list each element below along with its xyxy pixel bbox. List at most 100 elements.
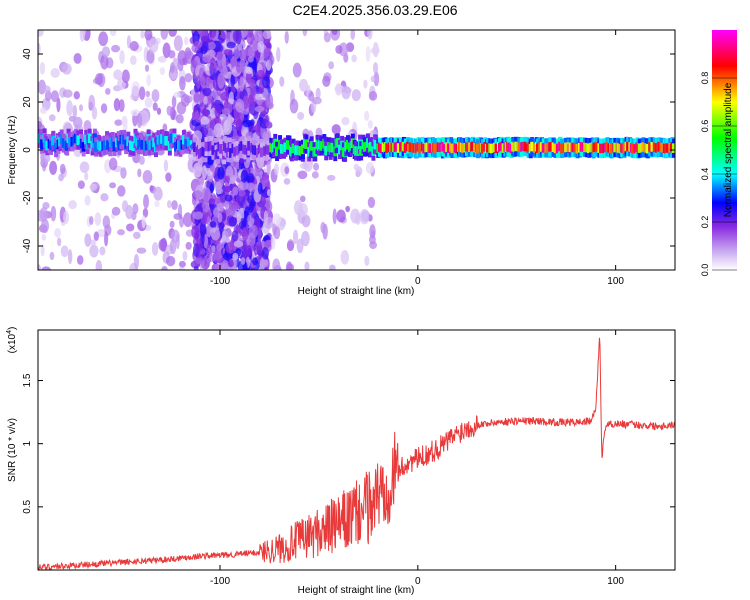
heatmap-cell	[324, 145, 329, 156]
heatmap-cell	[350, 30, 356, 40]
heatmap-cell	[48, 140, 53, 151]
heatmap-cell	[259, 258, 269, 268]
heatmap-cell	[560, 143, 565, 154]
heatmap-cell	[299, 195, 306, 203]
heatmap-cell	[178, 142, 183, 152]
heatmap-cell	[159, 67, 166, 76]
heatmap-cell	[203, 95, 208, 105]
heatmap-cell	[198, 241, 203, 251]
heatmap-cell	[298, 146, 303, 156]
snr-line-series	[38, 337, 675, 570]
heatmap-cell	[100, 103, 108, 114]
heatmap-cell	[592, 142, 597, 153]
snr-ylabel: SNR (10 * v/v)	[7, 418, 18, 482]
heatmap-cell	[364, 110, 370, 121]
heatmap-cell	[203, 190, 209, 203]
heatmap-cell	[148, 140, 153, 150]
heatmap-cell	[284, 166, 290, 175]
heatmap-cell	[104, 231, 109, 247]
heatmap-cell	[263, 210, 268, 226]
heatmap-cell	[68, 200, 77, 210]
heatmap-cell	[175, 114, 184, 124]
heatmap-cell	[256, 69, 266, 81]
heatmap-cell	[200, 35, 210, 44]
heatmap-cell	[39, 207, 49, 222]
heatmap-cell	[96, 229, 107, 238]
heatmap-cell	[263, 48, 270, 61]
heatmap-cell	[160, 237, 168, 252]
heatmap-cell	[302, 30, 308, 37]
heatmap-cell	[246, 182, 255, 192]
heatmap-cell	[494, 143, 499, 154]
heatmap-cell	[292, 229, 299, 245]
heatmap-cell	[54, 227, 62, 238]
heatmap-cell	[301, 214, 311, 228]
heatmap-cell	[68, 115, 76, 122]
heatmap-cell	[261, 76, 271, 89]
heatmap-cell	[461, 143, 466, 153]
heatmap-cell	[171, 95, 177, 108]
heatmap-cell	[216, 202, 224, 212]
heatmap-cell	[373, 62, 379, 74]
heatmap-cell	[50, 90, 59, 103]
heatmap-cell	[373, 139, 378, 150]
heatmap-cell	[128, 140, 133, 151]
heatmap-cell	[49, 251, 55, 261]
heatmap-cell	[129, 93, 140, 101]
spectrogram-ytick-label: 20	[22, 96, 33, 108]
heatmap-cells	[38, 30, 675, 270]
heatmap-cell	[210, 227, 221, 241]
heatmap-cell	[207, 141, 212, 152]
heatmap-cell	[196, 75, 201, 90]
heatmap-cell	[66, 100, 73, 116]
heatmap-cell	[195, 257, 204, 265]
heatmap-cell	[146, 74, 151, 87]
heatmap-cell	[179, 216, 184, 228]
heatmap-cell	[370, 47, 380, 55]
heatmap-cell	[218, 221, 225, 230]
heatmap-cell	[418, 143, 423, 153]
heatmap-cell	[351, 89, 361, 102]
heatmap-cell	[626, 141, 631, 152]
heatmap-cell	[94, 142, 99, 152]
heatmap-cell	[166, 255, 176, 267]
heatmap-cell	[223, 185, 232, 193]
heatmap-cell	[291, 143, 296, 154]
heatmap-cell	[42, 85, 51, 93]
heatmap-cell	[297, 170, 308, 180]
colorbar: 0.0 0.2 0.4 0.6 0.8 Normalized spectral ampl…	[700, 30, 737, 276]
heatmap-cell	[151, 89, 160, 103]
heatmap-cell	[48, 114, 56, 122]
heatmap-cell	[144, 64, 150, 72]
heatmap-cell	[641, 142, 646, 152]
heatmap-cell	[441, 141, 446, 152]
spectrogram-ytick-label: -20	[22, 190, 33, 205]
heatmap-cell	[211, 245, 216, 253]
heatmap-cell	[351, 54, 357, 63]
heatmap-cell	[106, 140, 111, 150]
heatmap-cell	[207, 41, 216, 50]
heatmap-cell	[192, 162, 203, 178]
heatmap-cell	[329, 264, 336, 270]
heatmap-cell	[200, 230, 205, 246]
heatmap-cell	[335, 44, 343, 54]
heatmap-cell	[573, 142, 578, 153]
heatmap-cell	[138, 86, 146, 101]
heatmap-cell	[245, 245, 252, 256]
heatmap-cell	[178, 266, 186, 270]
heatmap-cell	[91, 106, 98, 120]
heatmap-cell	[553, 143, 558, 154]
heatmap-cell	[94, 212, 102, 226]
spectrogram-xlabel: Height of straight line (km)	[298, 286, 415, 297]
heatmap-cell	[59, 163, 66, 175]
heatmap-cell	[182, 250, 188, 261]
heatmap-cell	[367, 196, 376, 209]
snr-ytick-label: 0.5	[22, 499, 33, 513]
heatmap-cell	[180, 93, 190, 107]
heatmap-cell	[335, 83, 342, 96]
heatmap-cell	[338, 144, 343, 155]
heatmap-cell	[146, 49, 155, 64]
heatmap-cell	[367, 119, 373, 129]
heatmap-cell	[98, 31, 109, 47]
heatmap-cell	[173, 35, 183, 52]
